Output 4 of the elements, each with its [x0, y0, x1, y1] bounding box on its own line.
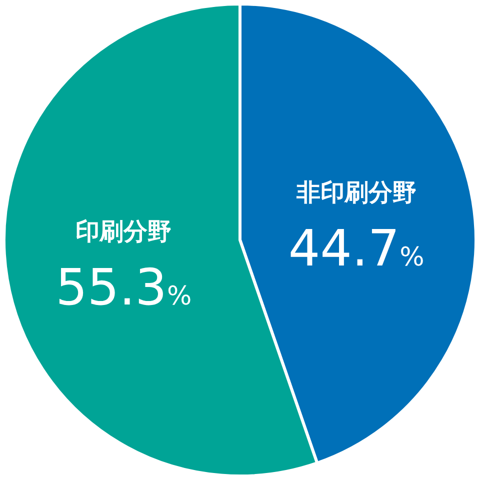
data-label: 55.3% [56, 258, 192, 317]
data-label: 44.7% [288, 219, 424, 278]
slice-label: 非印刷分野 [295, 178, 416, 206]
slice-label: 印刷分野 [76, 218, 172, 246]
